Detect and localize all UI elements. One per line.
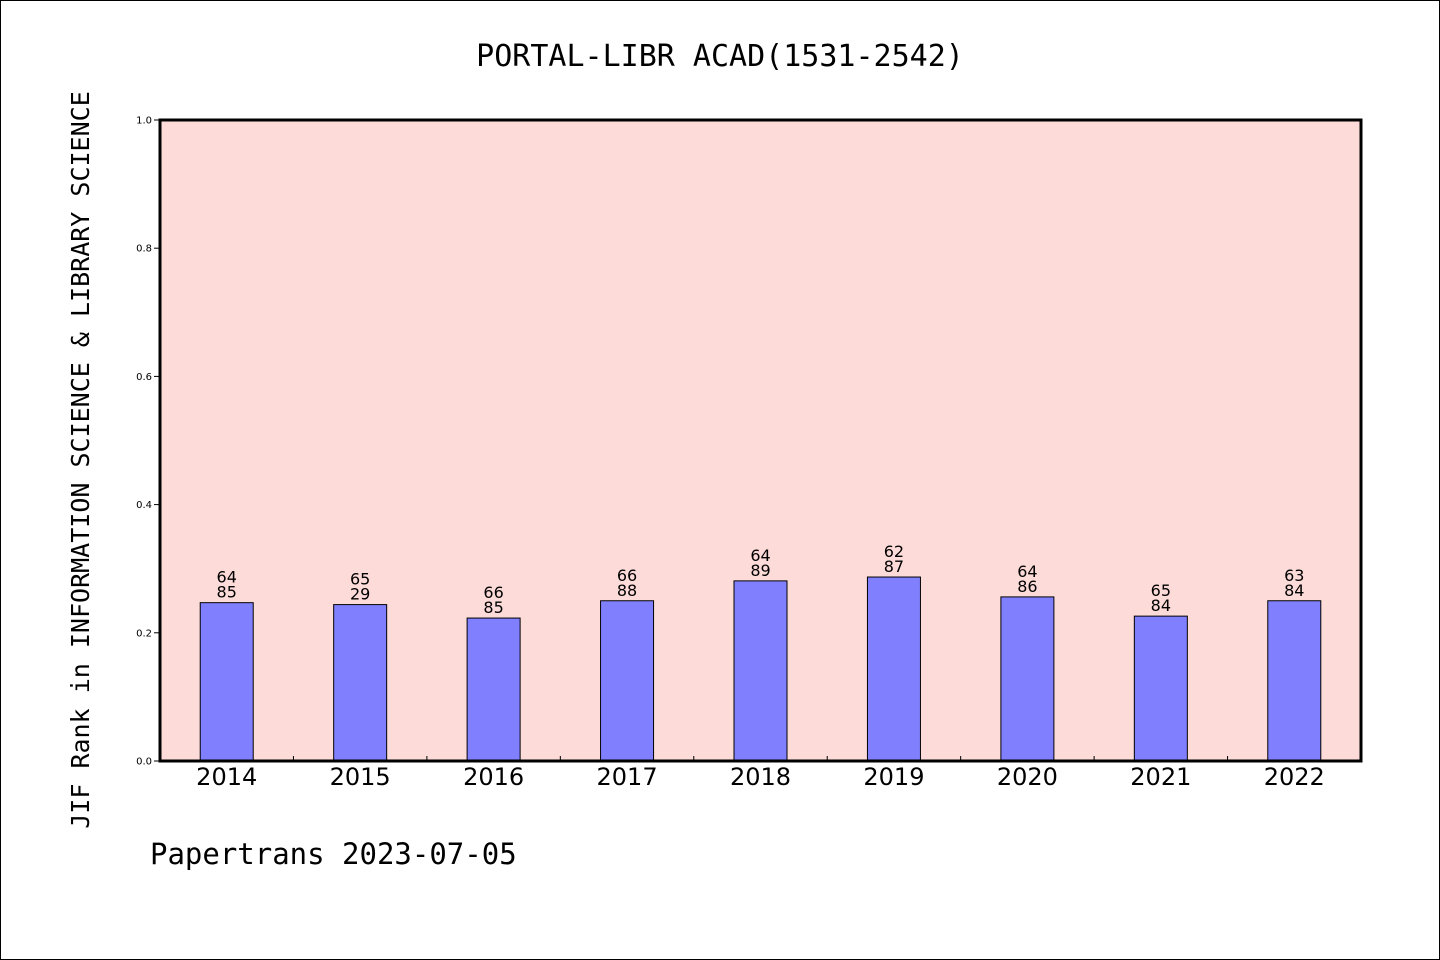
- bar-label-bottom: 29: [350, 585, 370, 604]
- x-tick-label: 2017: [597, 763, 658, 791]
- bar: [466, 617, 521, 762]
- y-tick-label: 0.6: [136, 372, 152, 383]
- plot-frame: [158, 118, 1363, 763]
- y-axis-label: JIF Rank in INFORMATION SCIENCE & LIBRAR…: [66, 91, 95, 829]
- bar-label-top: 62: [884, 542, 904, 561]
- bar-label-top: 64: [217, 568, 237, 587]
- bar: [1000, 596, 1055, 762]
- bar-label-bottom: 85: [483, 598, 503, 617]
- bar-label-bottom: 88: [617, 581, 637, 600]
- bar: [333, 604, 388, 762]
- bar-label-bottom: 84: [1284, 581, 1304, 600]
- bar-label-top: 65: [350, 570, 370, 589]
- y-tick-label: 0.4: [136, 500, 152, 511]
- y-tick-label: 0.8: [136, 244, 152, 255]
- y-tick-label: 0.2: [136, 628, 152, 639]
- bar-label-bottom: 87: [884, 557, 904, 576]
- bar-label-top: 66: [617, 566, 637, 585]
- bar-label-bottom: 84: [1151, 596, 1171, 615]
- bar: [733, 580, 788, 762]
- footer-credit: Papertrans 2023-07-05: [150, 837, 517, 871]
- x-tick-label: 2019: [863, 763, 924, 791]
- bar-label-top: 66: [483, 583, 503, 602]
- x-tick-label: 2021: [1130, 763, 1191, 791]
- x-tick-label: 2016: [463, 763, 524, 791]
- bar: [866, 576, 921, 762]
- x-tick-label: 2020: [997, 763, 1058, 791]
- bar-label-bottom: 86: [1017, 577, 1037, 596]
- y-tick-label: 1.0: [136, 116, 152, 127]
- bar: [199, 602, 254, 762]
- y-tick-label: 0.0: [136, 757, 152, 768]
- bar: [600, 600, 655, 762]
- bar-label-bottom: 85: [217, 583, 237, 602]
- x-tick-label: 2018: [730, 763, 791, 791]
- x-tick-label: 2022: [1264, 763, 1325, 791]
- bar-label-top: 63: [1284, 566, 1304, 585]
- bar-label-top: 65: [1151, 581, 1171, 600]
- bar-label-top: 64: [1017, 562, 1037, 581]
- x-axis: 2014 2015 2016 2017 2018 2019 2020 2021 2022: [196, 756, 1325, 791]
- bar-label-bottom: 89: [750, 561, 770, 580]
- bar: [1267, 600, 1322, 762]
- x-tick-label: 2014: [196, 763, 257, 791]
- chart-title: PORTAL-LIBR ACAD(1531-2542): [476, 39, 964, 74]
- x-tick-label: 2015: [330, 763, 391, 791]
- bar: [1133, 615, 1188, 762]
- bars-layer: [199, 576, 1322, 762]
- bar-label-top: 64: [750, 546, 770, 565]
